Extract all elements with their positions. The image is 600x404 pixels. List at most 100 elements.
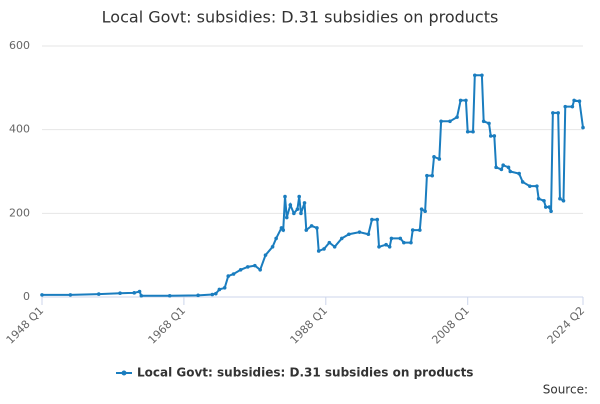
data-point bbox=[437, 157, 442, 161]
y-tick-label: 400 bbox=[9, 123, 30, 136]
data-point bbox=[377, 245, 381, 249]
data-point bbox=[366, 232, 371, 237]
data-point bbox=[464, 98, 468, 103]
series-line bbox=[42, 74, 584, 297]
data-point bbox=[481, 119, 486, 124]
data-point bbox=[139, 293, 144, 298]
data-point bbox=[471, 129, 475, 134]
data-point bbox=[448, 119, 452, 124]
data-point bbox=[245, 265, 250, 269]
data-point bbox=[542, 198, 546, 203]
data-point bbox=[494, 165, 498, 170]
data-point bbox=[432, 155, 436, 159]
data-point bbox=[418, 228, 422, 232]
data-point bbox=[402, 240, 406, 245]
data-point bbox=[214, 291, 218, 296]
data-point bbox=[167, 293, 172, 298]
data-point bbox=[501, 163, 505, 168]
data-point bbox=[430, 173, 435, 178]
data-point bbox=[299, 211, 303, 216]
data-point bbox=[527, 184, 532, 188]
data-point bbox=[315, 226, 319, 230]
data-point bbox=[492, 134, 497, 138]
data-point bbox=[357, 230, 362, 234]
data-point bbox=[543, 205, 548, 209]
data-point bbox=[455, 115, 459, 119]
data-point bbox=[137, 289, 142, 294]
y-tick-label: 200 bbox=[9, 206, 30, 219]
data-point bbox=[465, 129, 470, 134]
data-point bbox=[499, 167, 504, 172]
data-point bbox=[253, 263, 257, 268]
legend-label: Local Govt: subsidies: D.31 subsidies on… bbox=[137, 366, 473, 380]
data-point bbox=[563, 104, 568, 109]
data-point bbox=[536, 196, 541, 201]
data-point bbox=[283, 194, 287, 199]
data-point bbox=[384, 242, 388, 247]
data-point bbox=[480, 73, 484, 78]
data-point bbox=[339, 236, 344, 241]
source: Source: bbox=[543, 383, 588, 397]
data-point bbox=[40, 293, 44, 297]
data-point bbox=[409, 240, 413, 245]
data-point bbox=[302, 201, 307, 205]
data-point bbox=[281, 228, 286, 232]
data-point bbox=[297, 194, 301, 199]
chart-title: Local Govt: subsidies: D.31 subsidies on… bbox=[102, 8, 499, 27]
data-point bbox=[226, 274, 231, 278]
y-tick-label: 600 bbox=[9, 39, 30, 52]
data-point bbox=[270, 245, 275, 249]
data-point bbox=[570, 104, 575, 109]
data-point bbox=[210, 292, 215, 297]
x-tick-label: 2024 Q2 bbox=[545, 304, 588, 347]
data-point bbox=[423, 209, 427, 214]
data-point bbox=[488, 134, 493, 138]
data-point bbox=[508, 169, 513, 174]
data-point bbox=[332, 245, 337, 249]
x-tick-label: 1948 Q1 bbox=[4, 304, 47, 347]
data-point bbox=[238, 268, 243, 272]
data-point bbox=[217, 287, 222, 292]
data-point bbox=[389, 236, 394, 241]
data-point bbox=[572, 98, 576, 103]
data-point bbox=[295, 207, 300, 211]
data-point bbox=[274, 236, 278, 241]
data-point bbox=[425, 173, 429, 178]
data-point bbox=[222, 285, 227, 290]
data-point bbox=[370, 217, 374, 222]
data-point bbox=[439, 119, 443, 124]
data-point bbox=[561, 198, 566, 203]
data-point bbox=[375, 217, 380, 222]
data-point bbox=[258, 268, 262, 272]
data-point bbox=[506, 165, 511, 170]
data-point bbox=[410, 228, 415, 232]
data-point bbox=[398, 236, 403, 241]
data-point bbox=[309, 224, 314, 228]
data-point bbox=[577, 99, 582, 104]
data-point bbox=[558, 196, 562, 201]
x-tick-label: 2008 Q1 bbox=[429, 304, 472, 347]
data-point bbox=[288, 203, 293, 207]
data-point bbox=[549, 209, 553, 214]
data-point bbox=[316, 249, 321, 253]
data-point bbox=[304, 228, 309, 232]
data-point bbox=[551, 111, 555, 115]
data-point bbox=[196, 293, 200, 298]
data-point bbox=[284, 215, 289, 220]
data-point bbox=[292, 211, 296, 216]
data-point bbox=[68, 293, 73, 297]
data-point bbox=[387, 245, 392, 249]
data-point bbox=[458, 98, 463, 103]
x-tick-label: 1968 Q1 bbox=[146, 304, 189, 347]
data-point bbox=[473, 73, 477, 78]
x-tick-label: 1988 Q1 bbox=[288, 304, 331, 347]
data-point bbox=[347, 232, 351, 237]
data-point bbox=[118, 291, 122, 296]
data-point bbox=[556, 111, 560, 115]
data-point bbox=[231, 272, 236, 276]
data-point bbox=[517, 171, 521, 176]
data-point bbox=[535, 184, 539, 188]
data-point bbox=[581, 125, 585, 130]
data-point bbox=[96, 292, 101, 296]
